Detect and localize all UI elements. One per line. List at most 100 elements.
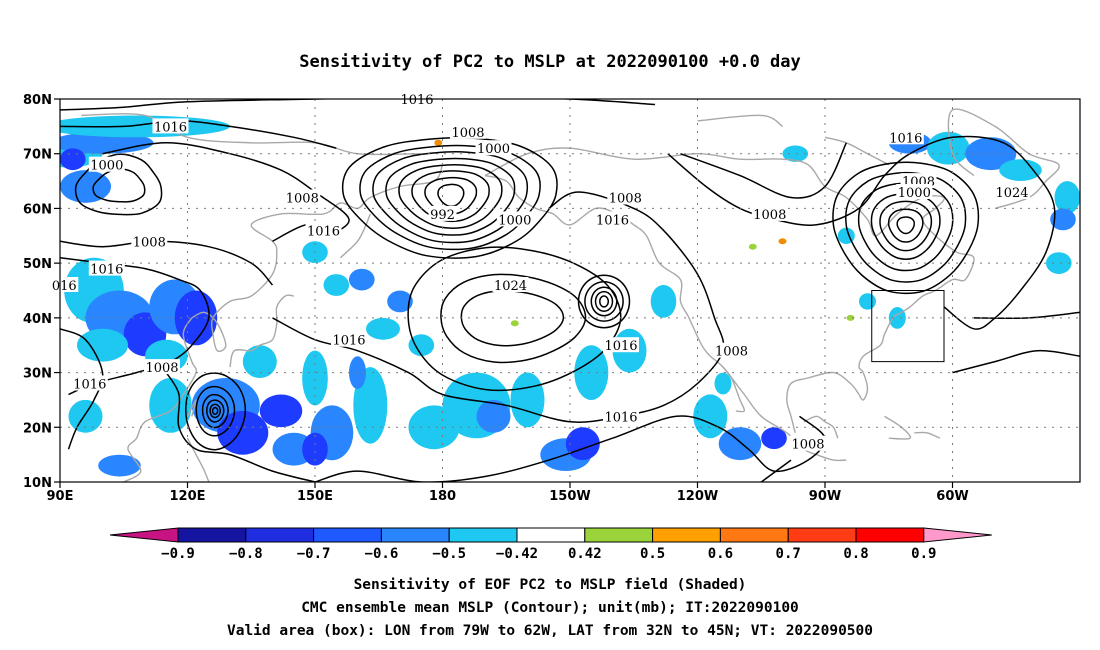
lon-tick-label: 180 <box>429 489 456 504</box>
isobar-low <box>599 295 610 308</box>
isobar-typhoon <box>185 372 247 451</box>
sensitivity-patch-positive <box>846 314 855 321</box>
sensitivity-patch-positive <box>434 139 443 146</box>
coastline <box>340 213 371 259</box>
coastline <box>824 136 890 166</box>
isobar-low <box>879 200 933 252</box>
contour-label: 1016 <box>889 131 922 146</box>
mslp-contours <box>60 99 1080 482</box>
colorbar-label: −0.42 <box>496 546 538 562</box>
sensitivity-patch-positive <box>778 238 787 245</box>
coastline <box>123 317 198 482</box>
sensitivity-patch <box>1054 181 1080 214</box>
isobar <box>272 191 725 423</box>
contour-label: 1016 <box>154 120 187 135</box>
contour-label: 1008 <box>791 438 824 453</box>
coastline <box>786 371 860 433</box>
sensitivity-patch <box>217 410 269 455</box>
lon-tick-label: 120E <box>169 489 205 504</box>
isobar-high <box>407 246 622 392</box>
coastlines <box>81 108 1060 482</box>
sensitivity-patch <box>60 148 86 171</box>
sensitivity-patch <box>650 285 677 318</box>
sensitivity-patch <box>302 350 328 406</box>
sensitivity-patch <box>408 334 435 357</box>
valid-area-box <box>871 290 945 363</box>
sensitivity-patch <box>927 131 970 165</box>
lat-tick-label: 50N <box>23 257 52 272</box>
lat-tick-label: 10N <box>23 476 52 491</box>
caption-line-2: CMC ensemble mean MSLP (Contour); unit(m… <box>301 600 799 616</box>
coastline <box>803 415 839 439</box>
sensitivity-patch <box>77 328 128 362</box>
isobar <box>60 99 656 111</box>
colorbar-label: −0.7 <box>297 546 331 562</box>
contour-label-bg <box>896 184 933 199</box>
contour-label: 1016 <box>400 93 433 108</box>
coastline <box>191 164 444 352</box>
contour-label: 1016 <box>596 213 629 228</box>
contour-label-bg <box>603 337 639 353</box>
sensitivity-patch <box>510 372 545 428</box>
sensitivity-patch <box>761 427 787 450</box>
contour-label-bg <box>428 205 457 221</box>
isobar <box>60 240 274 286</box>
contour-label: 1016 <box>73 378 106 393</box>
sensitivity-patch <box>965 137 1017 171</box>
coastline <box>229 294 294 368</box>
contour-label-bg <box>492 277 529 292</box>
colorbar-label: 0.9 <box>911 546 936 562</box>
sensitivity-patch <box>574 345 609 400</box>
isobar-low <box>584 280 624 322</box>
sensitivity-patch <box>323 274 350 296</box>
isobar-low <box>385 157 516 236</box>
lon-tick-label: 150E <box>297 489 333 504</box>
contour-label-bg <box>284 189 321 205</box>
isobar-low <box>832 161 980 295</box>
isobar-typhoon <box>206 399 225 423</box>
colorbar-bin <box>855 527 925 543</box>
sensitivity-patch <box>366 317 400 340</box>
isobar-low <box>411 170 490 222</box>
contour-label-bg <box>594 211 631 227</box>
lon-tick-label: 120W <box>677 489 718 504</box>
caption-line-1: Sensitivity of EOF PC2 to MSLP field (Sh… <box>354 577 747 593</box>
contour-label: 1024 <box>995 186 1028 201</box>
lat-tick-label: 30N <box>23 367 52 382</box>
isobar-typhoon <box>201 393 229 429</box>
lat-tick-label: 40N <box>23 312 52 327</box>
contour-label: 016 <box>52 279 77 294</box>
isobar <box>680 142 847 199</box>
grid-lines <box>60 99 1080 482</box>
colorbar-bin <box>313 527 382 543</box>
colorbar-bin <box>245 527 315 543</box>
isobar-typhoon <box>209 403 222 419</box>
colorbar-bin <box>719 527 789 543</box>
isobar <box>60 120 337 149</box>
contour-label-bg <box>144 359 180 375</box>
contour-label-bg <box>790 435 826 451</box>
sensitivity-patch <box>302 432 328 466</box>
sensitivity-patch <box>476 399 511 433</box>
colorbar-label: −0.9 <box>161 546 195 562</box>
contour-label-bg <box>331 331 367 347</box>
contour-label-bg <box>71 375 108 391</box>
contour-label: 1016 <box>90 263 123 278</box>
latitude-ticks: 80N 70N 60N 50N 40N 30N 20N 10N <box>23 93 60 491</box>
sensitivity-patch <box>859 293 876 310</box>
isobar-low <box>887 208 924 243</box>
contour-label-bg <box>152 118 189 134</box>
colorbar-label: −0.6 <box>365 546 399 562</box>
sensitivity-patch <box>68 399 103 433</box>
isobar <box>952 349 1080 374</box>
coastline <box>884 415 912 440</box>
coastline <box>484 174 847 462</box>
lat-tick-label: 20N <box>23 421 52 436</box>
contour-label-bg <box>607 189 644 205</box>
contour-label: 1016 <box>604 339 637 354</box>
contour-label-bg <box>994 184 1030 199</box>
contour-label: 1000 <box>498 213 531 228</box>
coastline <box>722 366 746 413</box>
